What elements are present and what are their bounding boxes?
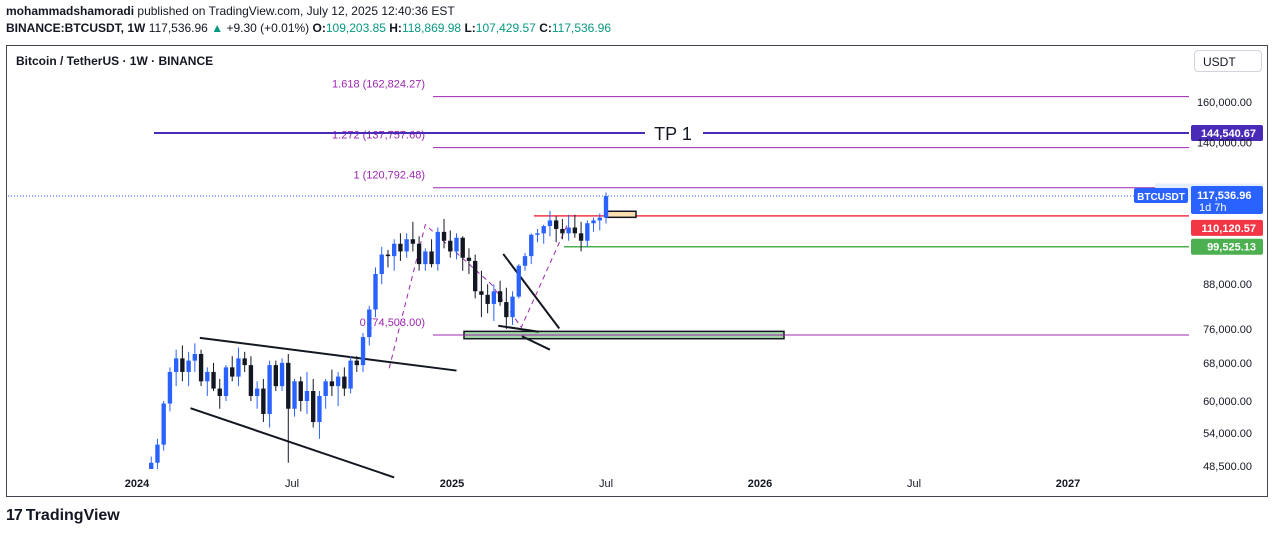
tv-logo-icon: 17 [6,507,23,524]
high-label: H: [389,21,402,35]
low-value: 107,429.57 [475,21,536,35]
author-name[interactable]: mohammadshamoradi [6,4,135,18]
ohlc-legend: BINANCE:BTCUSDT, 1W 117,536.96 ▲ +9.30 (… [6,21,611,35]
high-value: 118,869.98 [401,21,462,35]
up-arrow-icon: ▲ [211,21,224,35]
brand-name: TradingView [25,507,120,524]
symbol-label[interactable]: BINANCE:BTCUSDT, 1W [6,21,146,35]
publish-date: published on TradingView.com, July 12, 2… [137,4,455,18]
currency-button[interactable]: USDT [1194,50,1262,72]
chart-panel[interactable] [6,45,1268,497]
close-value: 117,536.96 [551,21,612,35]
tradingview-logo[interactable]: 17 TradingView [6,507,120,525]
open-value: 109,203.85 [325,21,386,35]
open-label: O: [312,21,326,35]
low-label: L: [464,21,476,35]
close-label: C: [539,21,552,35]
chart-title: Bitcoin / TetherUS · 1W · BINANCE [16,54,214,68]
publish-info: mohammadshamoradi published on TradingVi… [6,4,455,18]
price-change: +9.30 (+0.01%) [226,21,310,35]
last-price: 117,536.96 [148,21,208,35]
